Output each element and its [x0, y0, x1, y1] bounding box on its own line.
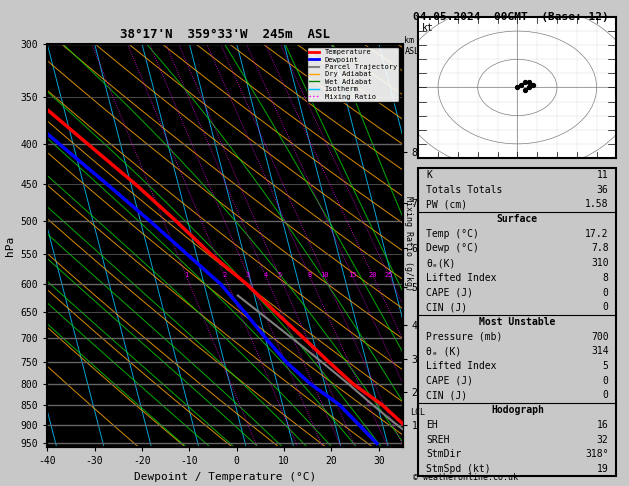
Text: 0: 0 [603, 390, 608, 400]
Text: 32: 32 [597, 434, 608, 445]
Text: 700: 700 [591, 331, 608, 342]
Text: 318°: 318° [585, 449, 608, 459]
X-axis label: Dewpoint / Temperature (°C): Dewpoint / Temperature (°C) [134, 472, 316, 482]
Text: 310: 310 [591, 258, 608, 268]
Text: 3: 3 [246, 272, 250, 278]
Text: 2: 2 [222, 272, 226, 278]
Text: CAPE (J): CAPE (J) [426, 376, 473, 386]
Text: 7.8: 7.8 [591, 243, 608, 254]
Text: LCL: LCL [409, 408, 425, 417]
Text: CIN (J): CIN (J) [426, 390, 467, 400]
Text: Hodograph: Hodograph [491, 405, 544, 415]
Text: 04.05.2024  00GMT  (Base: 12): 04.05.2024 00GMT (Base: 12) [413, 12, 609, 22]
Text: 15: 15 [348, 272, 357, 278]
Text: 17.2: 17.2 [585, 229, 608, 239]
Text: Most Unstable: Most Unstable [479, 317, 555, 327]
Text: 16: 16 [597, 420, 608, 430]
Text: CAPE (J): CAPE (J) [426, 288, 473, 297]
Text: 8: 8 [308, 272, 311, 278]
Text: 1.58: 1.58 [585, 199, 608, 209]
Text: StmSpd (kt): StmSpd (kt) [426, 464, 491, 474]
Point [524, 78, 534, 86]
Text: 1: 1 [184, 272, 188, 278]
Text: SREH: SREH [426, 434, 450, 445]
Text: 314: 314 [591, 347, 608, 356]
Text: θₑ(K): θₑ(K) [426, 258, 455, 268]
Text: Pressure (mb): Pressure (mb) [426, 331, 503, 342]
Text: Mixing Ratio (g/kg): Mixing Ratio (g/kg) [404, 195, 413, 291]
Text: 0: 0 [603, 376, 608, 386]
Text: 10: 10 [320, 272, 328, 278]
Y-axis label: hPa: hPa [5, 235, 15, 256]
Text: PW (cm): PW (cm) [426, 199, 467, 209]
Text: km
ASL: km ASL [404, 36, 420, 56]
Point [524, 84, 534, 91]
Text: 25: 25 [384, 272, 393, 278]
Text: 11: 11 [597, 170, 608, 180]
Text: Temp (°C): Temp (°C) [426, 229, 479, 239]
Text: 8: 8 [603, 273, 608, 283]
Text: CIN (J): CIN (J) [426, 302, 467, 312]
Text: 5: 5 [277, 272, 281, 278]
Point [520, 78, 530, 86]
Text: 4: 4 [263, 272, 267, 278]
Point [528, 81, 538, 88]
Text: θₑ (K): θₑ (K) [426, 347, 462, 356]
Point [520, 87, 530, 94]
Text: 20: 20 [369, 272, 377, 278]
Title: 38°17'N  359°33'W  245m  ASL: 38°17'N 359°33'W 245m ASL [120, 28, 330, 41]
Text: Lifted Index: Lifted Index [426, 361, 497, 371]
Point [516, 81, 526, 88]
Text: StmDir: StmDir [426, 449, 462, 459]
Text: K: K [426, 170, 432, 180]
Text: 0: 0 [603, 302, 608, 312]
Text: 19: 19 [597, 464, 608, 474]
Text: Dewp (°C): Dewp (°C) [426, 243, 479, 254]
Text: 5: 5 [603, 361, 608, 371]
Point [512, 84, 522, 91]
Text: 36: 36 [597, 185, 608, 195]
Text: kt: kt [422, 23, 434, 33]
Text: 0: 0 [603, 288, 608, 297]
Text: © weatheronline.co.uk: © weatheronline.co.uk [413, 473, 518, 482]
Text: EH: EH [426, 420, 438, 430]
Text: Totals Totals: Totals Totals [426, 185, 503, 195]
Text: Surface: Surface [497, 214, 538, 224]
Legend: Temperature, Dewpoint, Parcel Trajectory, Dry Adiabat, Wet Adiabat, Isotherm, Mi: Temperature, Dewpoint, Parcel Trajectory… [307, 47, 399, 102]
Text: Lifted Index: Lifted Index [426, 273, 497, 283]
